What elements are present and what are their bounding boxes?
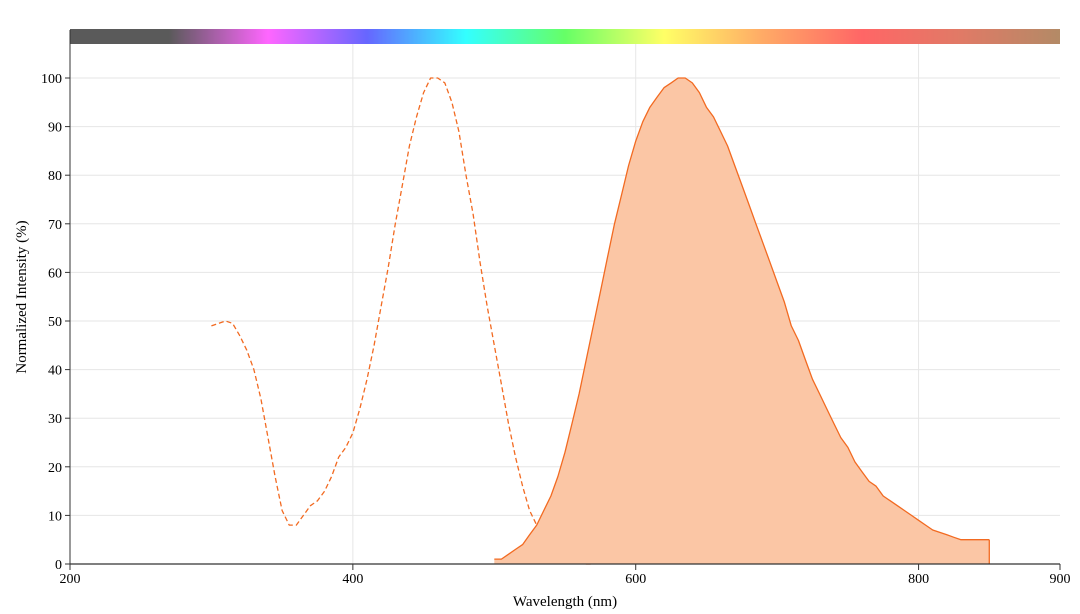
y-tick-label: 80 xyxy=(48,169,62,184)
emission-line xyxy=(494,77,990,560)
wavelength-color-bar xyxy=(70,29,1060,44)
x-tick-label: 400 xyxy=(342,572,363,587)
emission-area xyxy=(494,78,990,564)
y-tick-label: 10 xyxy=(48,509,62,524)
y-tick-label: 30 xyxy=(48,412,62,427)
x-tick-label: 600 xyxy=(625,572,646,587)
y-tick-label: 40 xyxy=(48,364,62,379)
x-tick-label: 800 xyxy=(908,572,929,587)
y-tick-label: 50 xyxy=(48,315,62,330)
x-tick-label: 900 xyxy=(1050,572,1071,587)
y-tick-label: 90 xyxy=(48,121,62,136)
x-tick-label: 200 xyxy=(60,572,81,587)
series-group xyxy=(211,77,990,565)
tick-labels: 0 10 20 30 40 50 60 70 80 90 100 200 400 600 800 900 xyxy=(41,72,1071,587)
y-tick-label: 100 xyxy=(41,72,62,87)
y-tick-label: 20 xyxy=(48,461,62,476)
x-axis-title: Wavelength (nm) xyxy=(513,594,617,610)
y-axis-title: Normalized Intensity (%) xyxy=(14,220,30,373)
grid xyxy=(70,44,1060,564)
axes xyxy=(65,30,1061,570)
y-tick-label: 60 xyxy=(48,266,62,281)
y-tick-label: 70 xyxy=(48,218,62,233)
y-tick-label: 0 xyxy=(55,558,62,573)
